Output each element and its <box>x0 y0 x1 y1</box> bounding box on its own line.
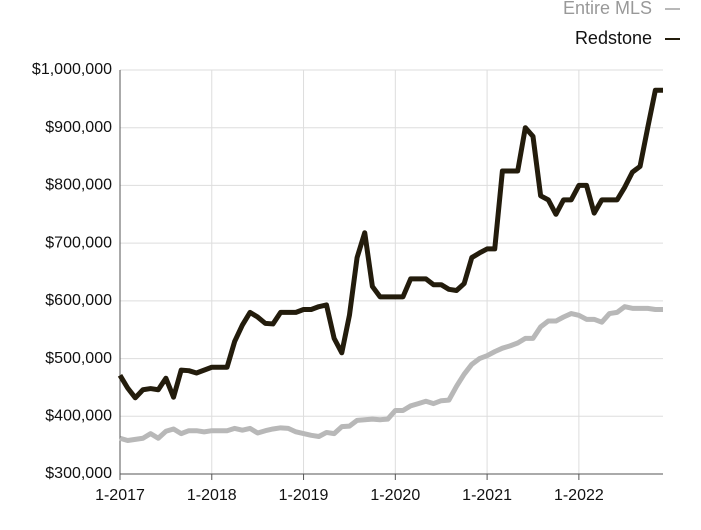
y-tick-label: $600,000 <box>45 292 112 309</box>
y-tick-label: $800,000 <box>45 177 112 194</box>
series-line <box>117 87 663 401</box>
series-line <box>119 304 663 444</box>
y-tick-label: $500,000 <box>45 350 112 367</box>
x-tick-label: 1-2020 <box>370 487 420 504</box>
x-tick-label: 1-2019 <box>279 487 329 504</box>
legend-label: Redstone <box>575 28 652 48</box>
y-tick-label: $700,000 <box>45 234 112 251</box>
y-tick-label: $400,000 <box>45 408 112 425</box>
x-tick-label: 1-2017 <box>95 487 145 504</box>
y-tick-label: $900,000 <box>45 119 112 136</box>
x-tick-label: 1-2021 <box>462 487 512 504</box>
x-tick-label: 1-2018 <box>187 487 237 504</box>
y-tick-label: $1,000,000 <box>32 61 112 78</box>
y-tick-label: $300,000 <box>45 465 112 482</box>
legend-label: Entire MLS <box>563 0 652 18</box>
x-tick-label: 1-2022 <box>554 487 604 504</box>
